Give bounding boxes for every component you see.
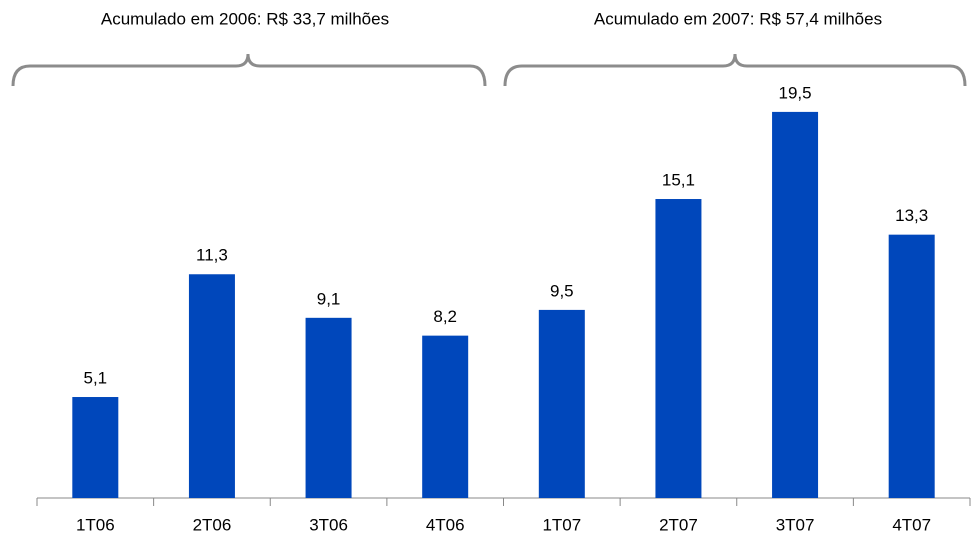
bar — [72, 397, 119, 498]
bar — [538, 309, 585, 498]
bar — [888, 234, 935, 498]
value-label: 19,5 — [779, 83, 812, 102]
value-label: 13,3 — [895, 206, 928, 225]
x-tick-label: 1T06 — [76, 515, 115, 534]
x-tick-label: 1T07 — [542, 515, 581, 534]
value-label: 8,2 — [433, 307, 457, 326]
value-label: 11,3 — [196, 246, 228, 265]
bar — [305, 317, 352, 498]
bar — [772, 111, 819, 499]
bracket — [503, 53, 967, 87]
bar — [655, 199, 702, 498]
bar — [422, 335, 469, 498]
x-tick-label: 3T06 — [309, 515, 348, 534]
bracket — [11, 53, 487, 87]
annotation: Acumulado em 2007: R$ 57,4 milhões — [594, 9, 882, 28]
x-tick-label: 3T07 — [776, 515, 815, 534]
x-tick-label: 4T07 — [892, 515, 931, 534]
value-label: 5,1 — [83, 369, 107, 388]
value-label: 15,1 — [662, 171, 695, 190]
x-tick-label: 4T06 — [426, 515, 465, 534]
x-tick-label: 2T07 — [659, 515, 698, 534]
value-label: 9,1 — [317, 289, 341, 308]
bar — [188, 274, 235, 498]
x-tick-label: 2T06 — [193, 515, 232, 534]
value-label: 9,5 — [550, 281, 574, 300]
annotation: Acumulado em 2006: R$ 33,7 milhões — [101, 9, 389, 28]
